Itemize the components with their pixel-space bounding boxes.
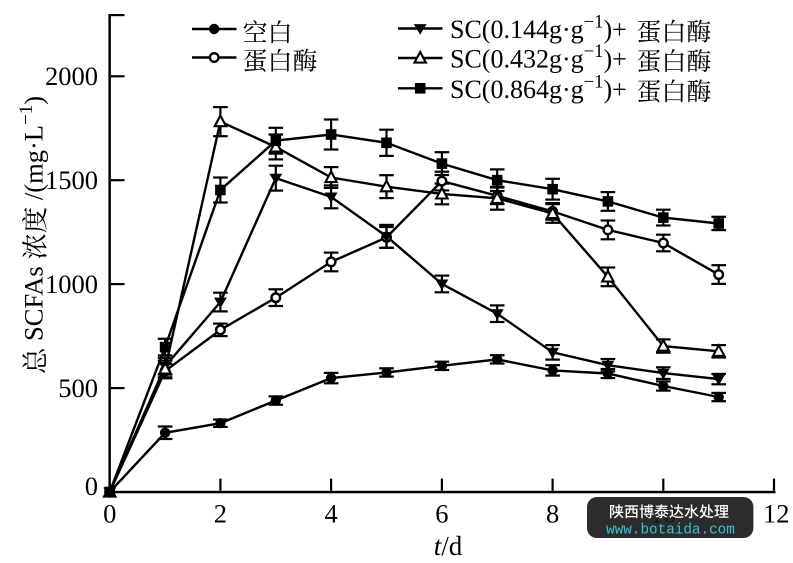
svg-text:0: 0: [85, 471, 98, 501]
svg-text:6: 6: [435, 499, 448, 529]
svg-text:/(mg·L: /(mg·L: [19, 125, 49, 200]
svg-text:−1: −1: [584, 41, 604, 62]
svg-text:8: 8: [546, 499, 559, 529]
svg-text:0: 0: [103, 499, 116, 529]
svg-text:4: 4: [324, 499, 337, 529]
svg-text:)+: )+: [604, 45, 627, 74]
svg-text:)+: )+: [604, 75, 627, 104]
svg-text:/d: /d: [441, 531, 463, 561]
svg-text:)+: )+: [604, 15, 627, 44]
svg-text:): ): [19, 96, 49, 105]
svg-text:12: 12: [763, 499, 790, 529]
svg-text:2000: 2000: [45, 61, 98, 91]
svg-text:SC(0.864g·g: SC(0.864g·g: [450, 75, 584, 104]
svg-text:SCFAs: SCFAs: [19, 266, 49, 341]
svg-text:1500: 1500: [45, 165, 98, 195]
svg-text:−1: −1: [16, 105, 37, 125]
svg-text:1000: 1000: [45, 269, 98, 299]
svg-text:www.botaida.com: www.botaida.com: [606, 523, 735, 539]
svg-text:2: 2: [214, 499, 227, 529]
svg-text:−1: −1: [584, 71, 604, 92]
svg-text:SC(0.144g·g: SC(0.144g·g: [450, 15, 584, 44]
svg-text:500: 500: [58, 373, 98, 403]
svg-text:t: t: [434, 531, 443, 561]
svg-text:−1: −1: [584, 12, 604, 33]
svg-text:SC(0.432g·g: SC(0.432g·g: [450, 45, 584, 74]
